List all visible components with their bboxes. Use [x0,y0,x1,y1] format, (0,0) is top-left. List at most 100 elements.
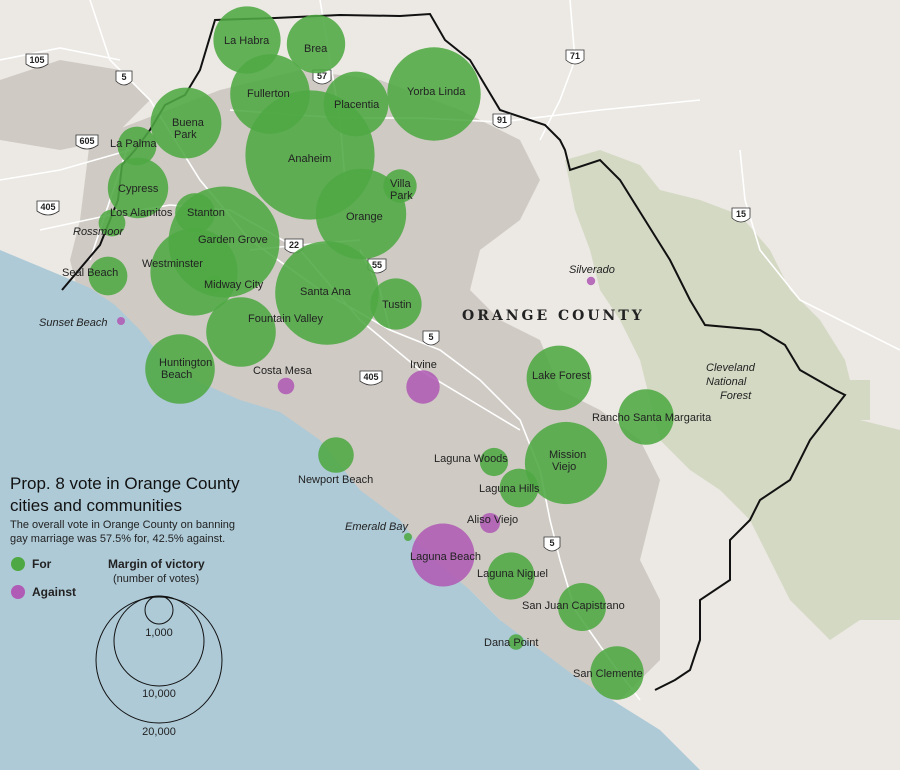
label-placentia: Placentia [334,99,380,111]
label-villa-park: Park [390,190,413,202]
forest-label: Cleveland National Forest [706,362,756,402]
label-fountain-valley: Fountain Valley [248,313,324,325]
circle-westminster [150,228,238,316]
label-newport-beach: Newport Beach [298,474,373,486]
national-forest-area [565,150,900,640]
label-stanton: Stanton [187,207,225,219]
legend-against-label: Against [32,585,76,599]
circle-san-juan-capistrano [558,583,606,631]
highway-shield-5-central: 5 [422,330,440,346]
circle-san-clemente [590,646,644,700]
circle-sunset-beach [117,317,125,325]
circle-silverado [586,276,596,286]
label-lake-forest: Lake Forest [532,370,590,382]
svg-text:605: 605 [79,136,94,146]
circle-laguna-niguel [487,552,535,600]
label-yorba-linda: Yorba Linda [407,86,466,98]
svg-text:57: 57 [317,71,327,81]
circle-la-palma [117,126,157,166]
highway-shield-57: 57 [312,69,332,85]
circle-huntington-beach [145,334,215,404]
svg-text:405: 405 [40,202,55,212]
legend-subtitle-line1: The overall vote in Orange County on ban… [10,519,235,531]
legend-title-line2: cities and communities [10,496,182,515]
legend-size-1000: 1,000 [145,627,173,639]
label-los-alamitos: Los Alamitos [110,207,173,219]
circle-aliso-viejo [480,513,500,533]
svg-text:22: 22 [289,240,299,250]
svg-text:Mission: Mission [549,449,586,461]
label-cypress: Cypress [118,183,159,195]
label-laguna-niguel: Laguna Niguel [477,568,548,580]
label-laguna-beach: Laguna Beach [410,551,481,563]
highway-shield-5-north: 5 [115,70,133,86]
highway-shield-405-north: 405 [36,200,60,216]
label-laguna-hills: Laguna Hills [479,483,540,495]
highway-shield-15: 15 [731,207,751,223]
highway-shields: 105 5 605 405 57 91 71 15 [25,49,751,552]
circle-laguna-hills [499,468,539,508]
legend-for-swatch [11,557,25,571]
svg-text:55: 55 [372,260,382,270]
circle-buena-park [150,87,222,159]
label-orange: Orange [346,211,383,223]
legend-title-line1: Prop. 8 vote in Orange County [10,474,240,493]
highway-shield-71: 71 [565,49,585,65]
svg-text:National: National [706,376,747,388]
label-seal-beach: Seal Beach [62,267,118,279]
label-emerald-bay: Emerald Bay [345,521,409,533]
label-rancho-santa-margarita: Rancho Santa Margarita [592,412,712,424]
circle-tustin [370,278,422,330]
label-sunset-beach: Sunset Beach [39,317,108,329]
svg-text:5: 5 [121,72,126,82]
circle-newport-beach [318,437,354,473]
county-label: ORANGE COUNTY [462,308,645,324]
label-tustin: Tustin [382,299,412,311]
label-anaheim: Anaheim [288,153,331,165]
label-buena-park: Park [174,129,197,141]
label-laguna-woods: Laguna Woods [434,453,508,465]
circle-costa-mesa [277,377,295,395]
svg-text:Buena: Buena [172,117,205,129]
city-labels: La Habra Brea Fullerton Placentia Yorba … [39,35,712,680]
label-garden-grove: Garden Grove [198,234,268,246]
label-aliso-viejo: Aliso Viejo [467,514,518,526]
legend: Prop. 8 vote in Orange County cities and… [10,474,240,738]
highway-shield-605: 605 [75,134,99,150]
label-san-juan-capistrano: San Juan Capistrano [522,600,625,612]
svg-text:71: 71 [570,51,580,61]
highway-shield-5-south: 5 [543,536,561,552]
label-san-clemente: San Clemente [573,668,643,680]
legend-subtitle-line2: gay marriage was 57.5% for, 42.5% agains… [10,533,225,545]
label-huntington-beach: Beach [161,369,192,381]
label-la-palma: La Palma [110,138,157,150]
legend-for-label: For [32,557,52,571]
legend-margin-subtitle: (number of votes) [113,573,199,585]
circle-mission-viejo [524,421,608,505]
label-santa-ana: Santa Ana [300,286,352,298]
circle-laguna-woods [479,447,509,477]
svg-text:Forest: Forest [720,390,752,402]
circle-rancho-santa-margarita [618,389,674,445]
circle-dana-point [508,634,524,650]
circle-orange [315,168,407,260]
circle-irvine [406,370,440,404]
label-brea: Brea [304,43,328,55]
label-irvine: Irvine [410,359,437,371]
svg-text:5: 5 [428,332,433,342]
circle-fountain-valley [206,297,276,367]
legend-size-10000: 10,000 [142,688,176,700]
highway-shield-405-south: 405 [359,370,383,386]
label-silverado: Silverado [569,264,615,276]
highway-shield-91: 91 [492,113,512,129]
circle-seal-beach [88,256,128,296]
circle-cypress [107,157,169,219]
legend-size-20000: 20,000 [142,726,176,738]
circle-brea [286,14,346,74]
label-midway-city: Midway City [204,279,264,291]
circle-lake-forest [526,345,592,411]
label-westminster: Westminster [142,258,203,270]
circle-emerald-bay [404,533,412,541]
circle-midway-city [205,275,223,293]
